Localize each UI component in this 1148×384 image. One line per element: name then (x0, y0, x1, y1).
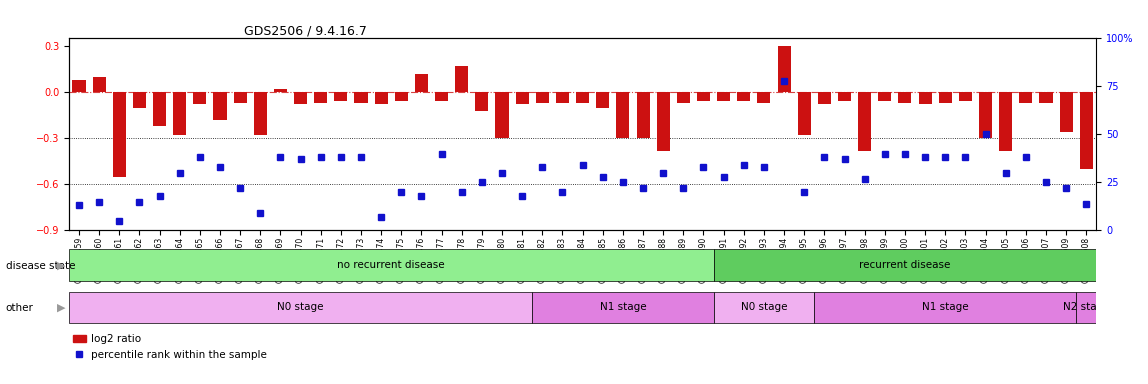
Bar (858, 92, 871, 151)
Bar (294, 92, 308, 104)
Text: recurrent disease: recurrent disease (859, 260, 951, 270)
Bar (274, 89, 287, 92)
Bar (254, 92, 266, 135)
Bar (395, 92, 408, 101)
Bar (153, 92, 166, 126)
Bar (918, 92, 932, 104)
Bar (72, 80, 85, 92)
Bar (456, 66, 468, 92)
Bar (979, 92, 992, 138)
Bar (475, 92, 488, 111)
Bar (899, 92, 912, 103)
Text: N1 stage: N1 stage (922, 302, 969, 312)
Bar (113, 92, 126, 177)
Text: N0 stage: N0 stage (740, 302, 788, 312)
Bar (737, 92, 751, 101)
Bar (69, 250, 714, 280)
Bar (1039, 92, 1053, 103)
Bar (1060, 92, 1072, 132)
Bar (878, 92, 891, 101)
Bar (718, 92, 730, 101)
Bar (677, 92, 690, 103)
Text: disease state: disease state (6, 261, 76, 271)
Bar (414, 74, 428, 92)
Bar (533, 292, 714, 323)
Bar (814, 292, 1076, 323)
Bar (636, 92, 650, 138)
Bar (374, 92, 388, 104)
Bar (69, 292, 533, 323)
Bar (435, 92, 448, 101)
Bar (536, 92, 549, 103)
Bar (596, 92, 610, 108)
Bar (334, 92, 348, 101)
Bar (173, 92, 186, 135)
Bar (496, 92, 509, 138)
Bar (133, 92, 146, 108)
Text: no recurrent disease: no recurrent disease (338, 260, 445, 270)
Bar (939, 92, 952, 103)
Bar (515, 92, 529, 104)
Bar (315, 92, 327, 103)
Bar (777, 46, 791, 92)
Text: GDS2506 / 9.4.16.7: GDS2506 / 9.4.16.7 (243, 24, 366, 37)
Bar (355, 92, 367, 103)
Bar (1076, 292, 1096, 323)
Bar (1080, 92, 1093, 169)
Bar (93, 77, 106, 92)
Bar (193, 92, 207, 104)
Text: ▶: ▶ (56, 261, 65, 271)
Bar (714, 250, 1096, 280)
Text: N2 stage: N2 stage (1063, 302, 1110, 312)
Bar (556, 92, 569, 103)
Bar (959, 92, 972, 101)
Text: ▶: ▶ (56, 303, 65, 313)
Bar (1019, 92, 1032, 103)
Bar (999, 92, 1013, 151)
Bar (798, 92, 810, 135)
Bar (817, 92, 831, 104)
Bar (758, 92, 770, 103)
Bar (838, 92, 851, 101)
Bar (697, 92, 709, 101)
Text: other: other (6, 303, 33, 313)
Bar (657, 92, 669, 151)
Text: N1 stage: N1 stage (599, 302, 646, 312)
Bar (214, 92, 226, 120)
Bar (576, 92, 589, 103)
Text: N0 stage: N0 stage (278, 302, 324, 312)
Legend: log2 ratio, percentile rank within the sample: log2 ratio, percentile rank within the s… (69, 330, 271, 364)
Bar (616, 92, 629, 138)
Bar (233, 92, 247, 103)
Bar (714, 292, 814, 323)
